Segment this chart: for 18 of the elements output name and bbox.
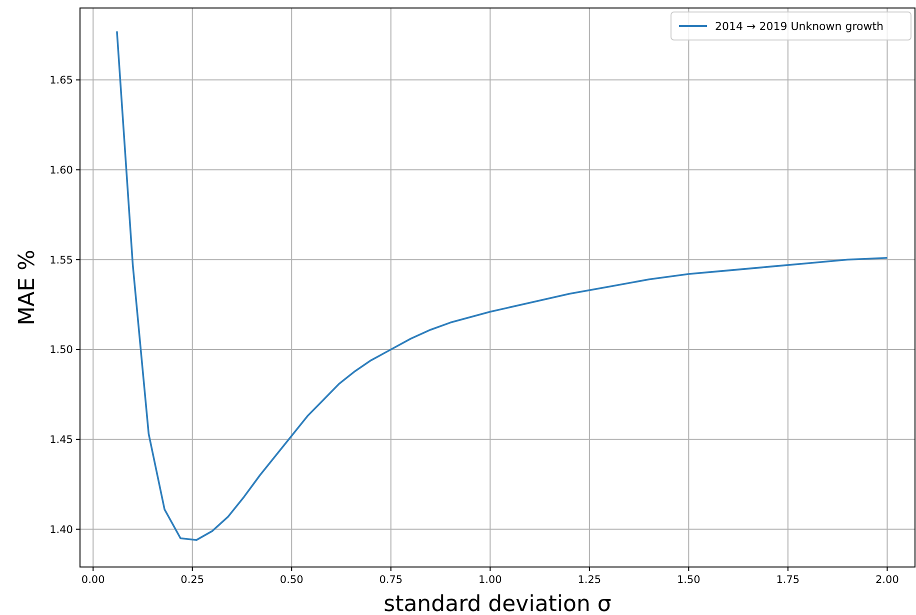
- x-tick-label: 0.75: [379, 574, 403, 586]
- x-tick-label: 1.50: [676, 574, 700, 586]
- y-axis-title: MAE %: [15, 250, 40, 326]
- legend-label: 2014 → 2019 Unknown growth: [715, 20, 884, 33]
- x-tick-label: 0.25: [180, 574, 204, 586]
- y-tick-label: 1.50: [50, 344, 73, 356]
- x-tick-label: 2.00: [876, 574, 899, 586]
- x-tick-label: 0.00: [81, 574, 105, 586]
- x-axis-title: standard deviation σ: [384, 592, 612, 615]
- y-tick-label: 1.45: [50, 434, 73, 446]
- y-tick-label: 1.40: [50, 524, 73, 536]
- y-tick-label: 1.60: [50, 164, 73, 176]
- x-tick-label: 1.75: [776, 574, 800, 586]
- x-tick-label: 1.25: [578, 574, 602, 586]
- x-tick-label: 0.50: [280, 574, 304, 586]
- x-tick-label: 1.00: [478, 574, 502, 586]
- y-tick-label: 1.55: [50, 254, 73, 266]
- y-tick-label: 1.65: [50, 74, 73, 87]
